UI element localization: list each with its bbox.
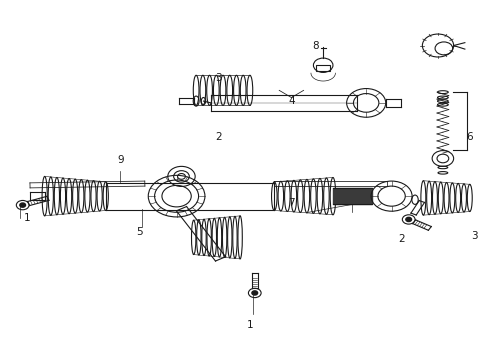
Text: 7: 7 (288, 198, 294, 208)
Text: 9: 9 (117, 155, 123, 165)
Text: 5: 5 (137, 227, 143, 237)
Text: 2: 2 (398, 234, 405, 244)
Bar (317, 65, 330, 71)
Text: 8: 8 (313, 41, 319, 50)
Text: 1: 1 (246, 320, 253, 330)
Text: 3: 3 (215, 73, 221, 83)
Circle shape (20, 203, 25, 207)
Text: 1: 1 (24, 213, 31, 222)
Text: 3: 3 (471, 231, 478, 240)
Text: 6: 6 (466, 132, 473, 142)
Text: 2: 2 (215, 132, 221, 142)
Text: 4: 4 (288, 96, 294, 106)
Circle shape (406, 217, 412, 221)
Bar (333, 188, 372, 204)
Circle shape (252, 291, 258, 295)
